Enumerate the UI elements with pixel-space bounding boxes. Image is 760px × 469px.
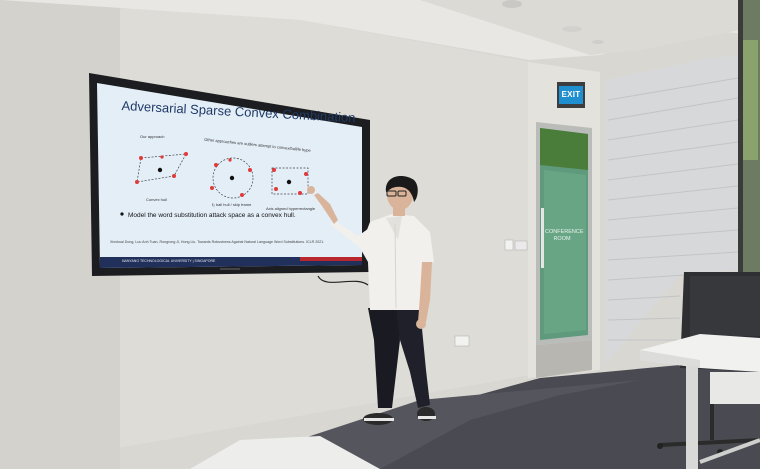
label-our-approach: Our approach <box>140 134 165 139</box>
exit-sign: EXIT <box>561 90 581 99</box>
label-hyperrectangle: Axis aligned hyperrectangle <box>266 206 316 211</box>
slide-citation: Xinshuai Dong, Luu Anh Tuan, Rongrong Ji… <box>110 240 325 244</box>
label-l2-ball: ℓ₂ ball hull / skip frame <box>212 202 252 207</box>
slide-footer-org: NANYANG TECHNOLOGICAL UNIVERSITY | SINGA… <box>122 259 216 263</box>
slide-bullet: Model the word substitution attack space… <box>128 212 296 219</box>
door-sign: CONFERENCE ROOM <box>545 229 584 242</box>
label-convex-hull: Convex hull <box>146 197 167 202</box>
